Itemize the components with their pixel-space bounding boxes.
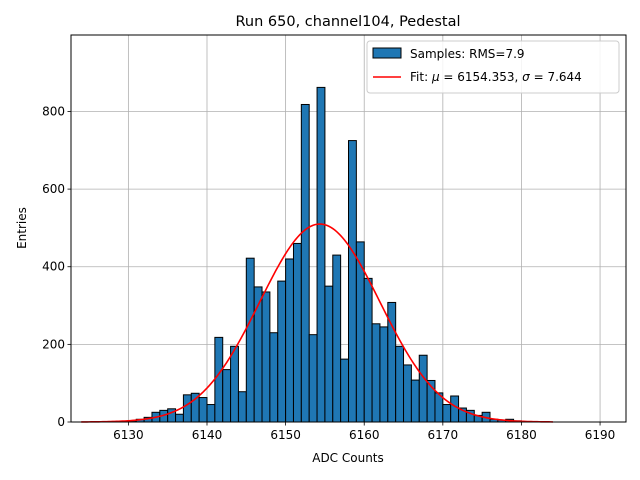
legend-samples-swatch [372,47,402,59]
legend-fit-suffix: = 7.644 [530,70,582,84]
histogram-bars [127,86,522,423]
histogram-bar [308,334,318,423]
y-tick-label: 400 [42,260,65,274]
histogram-bar [230,345,239,423]
histogram-bar [206,404,216,423]
histogram-bar [175,413,184,423]
legend-fit-label: Fit: μ = 6154.353, σ = 7.644 [410,70,582,84]
chart-title: Run 650, channel104, Pedestal [235,14,460,30]
x-tick-label: 6150 [270,428,301,442]
histogram-bar [292,242,302,423]
x-tick-label: 6190 [585,428,616,442]
histogram-bar [450,395,460,423]
x-tick-label: 6180 [506,428,537,442]
histogram-bar [182,394,192,423]
histogram-bar [410,379,420,423]
histogram-bar [316,86,326,423]
histogram-bar [245,257,255,423]
legend-fit-prefix: Fit: [410,70,432,84]
x-tick-label: 6160 [349,428,380,442]
histogram-bar [277,280,287,423]
y-tick-label: 800 [42,104,65,118]
histogram-bar [237,391,247,423]
x-tick-label: 6130 [113,428,144,442]
y-tick-label: 0 [57,415,65,429]
legend: Samples: RMS=7.9 Fit: μ = 6154.353, σ = … [366,40,620,94]
histogram-bar [253,286,263,423]
histogram-bar [198,397,208,423]
x-tick-label: 6140 [192,428,223,442]
histogram-bar [379,326,389,423]
fit-curve-group [81,223,553,423]
histogram-bar [363,277,373,423]
histogram-bar [371,323,381,423]
legend-samples-label: Samples: RMS=7.9 [410,47,525,61]
y-tick-label: 600 [42,182,65,196]
y-tick-label: 200 [42,337,65,351]
histogram-bar [324,285,334,423]
histogram-bar [332,254,342,423]
axis-ticks: 6130 6140 6150 6160 6170 6180 6190 0 200 400 600 80… [42,104,615,442]
legend-mu-symbol: μ [431,70,440,84]
histogram-bar [403,364,412,423]
legend-fit-mid: = 6154.353, [440,70,523,84]
histogram-bar [222,369,232,423]
legend-box [366,40,620,94]
x-axis-label: ADC Counts [312,451,384,465]
histogram-bar [340,358,350,423]
y-axis-label: Entries [15,207,29,249]
histogram-bar [395,345,405,423]
histogram-bar [261,291,271,423]
fit-curve [81,223,553,423]
histogram-bar [418,354,428,423]
x-tick-label: 6170 [428,428,459,442]
legend-sigma-symbol: σ [522,70,530,84]
histogram-bar [300,103,310,423]
histogram-bar [269,332,279,423]
histogram-bar [442,404,452,423]
histogram-bar [214,336,224,423]
histogram-bar [348,140,357,423]
axes-frame [70,34,627,423]
histogram-bar [285,258,294,423]
